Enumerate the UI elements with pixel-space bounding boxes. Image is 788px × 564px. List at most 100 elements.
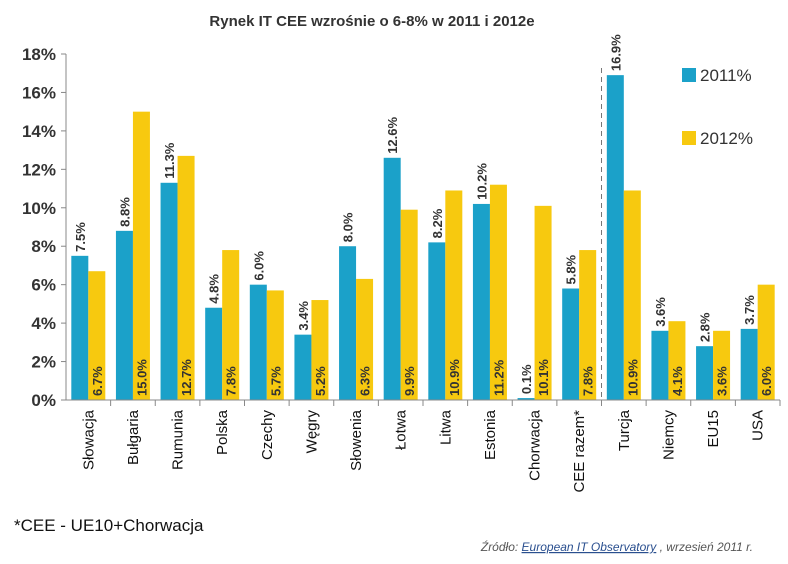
- data-label-2012-czechy: 5.7%: [268, 366, 283, 396]
- x-tick-label-usa: USA: [750, 410, 767, 441]
- data-label-2011-czechy: 6.0%: [251, 251, 266, 281]
- bar-2011-czechy: [249, 284, 267, 400]
- bar-2011-rumunia: [160, 182, 178, 400]
- x-tick-label-słowacja: Słowacja: [80, 409, 97, 470]
- y-tick-label: 6%: [31, 276, 56, 295]
- y-tick-label: 18%: [22, 45, 56, 64]
- x-tick-label-niemcy: Niemcy: [660, 410, 677, 461]
- x-tick-label-czechy: Czechy: [259, 410, 276, 461]
- bar-2011-bułgaria: [115, 230, 133, 400]
- bar-2011-usa: [740, 328, 758, 400]
- data-label-2012-chorwacja: 10.1%: [536, 359, 551, 396]
- data-label-2011-chorwacja: 0.1%: [519, 364, 534, 394]
- source-suffix: , wrzesień 2011 r.: [660, 540, 753, 554]
- y-tick-label: 14%: [22, 122, 56, 141]
- bar-2011-cee-razem: [562, 288, 580, 400]
- legend-label-2012: 2012%: [700, 129, 753, 148]
- source-prefix: Źródło:: [480, 539, 522, 554]
- footnote: *CEE - UE10+Chorwacja: [14, 516, 204, 535]
- y-tick-label: 10%: [22, 199, 56, 218]
- data-label-2012-niemcy: 4.1%: [670, 366, 685, 396]
- bar-2012-chorwacja: [534, 205, 552, 400]
- y-tick-label: 12%: [22, 160, 56, 179]
- bar-2012-usa: [757, 284, 775, 400]
- data-label-2011-litwa: 8.2%: [430, 208, 445, 238]
- x-tick-label-litwa: Litwa: [437, 409, 454, 445]
- legend-label-2011: 2011%: [700, 66, 752, 85]
- bar-2011-turcja: [606, 75, 624, 401]
- data-label-2012-słowenia: 6.3%: [358, 366, 373, 396]
- bar-2012-czechy: [266, 290, 284, 400]
- x-tick-label-turcja: Turcja: [616, 409, 633, 451]
- bar-2012-słowacja: [88, 271, 106, 400]
- data-label-2012-turcja: 10.9%: [625, 359, 640, 396]
- bar-2011-polska: [205, 307, 223, 400]
- bar-2011-słowacja: [71, 255, 89, 400]
- bar-2012-litwa: [445, 190, 463, 400]
- bar-2011-eu15: [696, 346, 714, 400]
- bar-2012-niemcy: [668, 321, 686, 400]
- data-label-2011-polska: 4.8%: [207, 274, 222, 304]
- data-label-2012-eu15: 3.6%: [715, 366, 730, 396]
- data-label-2011-rumunia: 11.3%: [162, 142, 177, 179]
- y-tick-label: 8%: [31, 237, 56, 256]
- x-tick-label-bułgaria: Bułgaria: [125, 409, 142, 465]
- data-label-2012-cee-razem: 7.8%: [581, 366, 596, 396]
- data-label-2011-eu15: 2.8%: [698, 312, 713, 342]
- legend-swatch-2012: [682, 131, 696, 145]
- x-axis: Słowacja Bułgaria Rumunia Polska Czechy Węgry…: [66, 399, 781, 493]
- plot-area: 7.5% 6.7% 8.8% 15.0% 11.3% 12.7% 4.8% 7.8% 6.0% 5…: [71, 34, 775, 401]
- data-label-2011-usa: 3.7%: [742, 295, 757, 325]
- source-note: Źródło: European IT Observatory , wrzesi…: [480, 539, 753, 554]
- data-label-2012-estonia: 11.2%: [491, 359, 506, 396]
- x-tick-label-chorwacja: Chorwacja: [527, 409, 544, 481]
- legend: 2011% 2012%: [682, 66, 753, 148]
- bar-2012-turcja: [623, 190, 641, 400]
- bar-2011-słowenia: [339, 246, 357, 400]
- bar-2011-łotwa: [383, 157, 401, 400]
- data-label-2011-bułgaria: 8.8%: [117, 197, 132, 227]
- x-tick-label-rumunia: Rumunia: [170, 409, 187, 470]
- data-label-2011-węgry: 3.4%: [296, 301, 311, 331]
- x-tick-label-słowenia: Słowenia: [348, 409, 365, 471]
- data-label-2012-litwa: 10.9%: [447, 359, 462, 396]
- y-tick-label: 2%: [31, 353, 56, 372]
- x-tick-label-węgry: Węgry: [303, 410, 320, 454]
- x-tick-label-estonia: Estonia: [482, 409, 499, 460]
- bar-2011-estonia: [472, 203, 490, 400]
- x-tick-label-cee-razem: CEE razem*: [571, 410, 588, 493]
- bar-2011-węgry: [294, 334, 312, 400]
- data-label-2011-słowenia: 8.0%: [341, 212, 356, 242]
- data-label-2012-usa: 6.0%: [759, 366, 774, 396]
- data-label-2012-węgry: 5.2%: [313, 366, 328, 396]
- x-tick-label-łotwa: Łotwa: [393, 409, 410, 450]
- data-label-2011-niemcy: 3.6%: [653, 297, 668, 327]
- y-tick-label: 4%: [31, 314, 56, 333]
- data-label-2011-cee-razem: 5.8%: [564, 254, 579, 284]
- bar-2012-estonia: [489, 184, 507, 400]
- data-label-2012-słowacja: 6.7%: [90, 366, 105, 396]
- y-tick-label: 0%: [31, 391, 56, 410]
- bar-2012-węgry: [311, 300, 329, 400]
- source-link[interactable]: European IT Observatory: [522, 540, 658, 554]
- legend-swatch-2011: [682, 68, 696, 82]
- data-label-2012-rumunia: 12.7%: [179, 359, 194, 396]
- y-axis: 0% 2% 4% 6% 8% 10% 12% 14% 16% 18%: [22, 45, 67, 410]
- bar-2011-litwa: [428, 242, 446, 400]
- data-label-2011-turcja: 16.9%: [608, 34, 623, 71]
- data-label-2011-łotwa: 12.6%: [385, 116, 400, 153]
- bar-2012-polska: [222, 250, 240, 400]
- y-tick-label: 16%: [22, 83, 56, 102]
- x-tick-label-eu15: EU15: [705, 410, 722, 448]
- x-tick-label-polska: Polska: [214, 409, 231, 455]
- bar-2012-eu15: [713, 330, 731, 400]
- bar-2012-rumunia: [177, 155, 195, 400]
- bar-2011-niemcy: [651, 330, 669, 400]
- chart-title: Rynek IT CEE wzrośnie o 6-8% w 2011 i 20…: [209, 13, 534, 30]
- bar-2012-cee-razem: [579, 250, 597, 400]
- data-label-2012-polska: 7.8%: [224, 366, 239, 396]
- data-label-2012-bułgaria: 15.0%: [134, 359, 149, 396]
- bar-2011-chorwacja: [517, 398, 535, 400]
- data-label-2012-łotwa: 9.9%: [402, 366, 417, 396]
